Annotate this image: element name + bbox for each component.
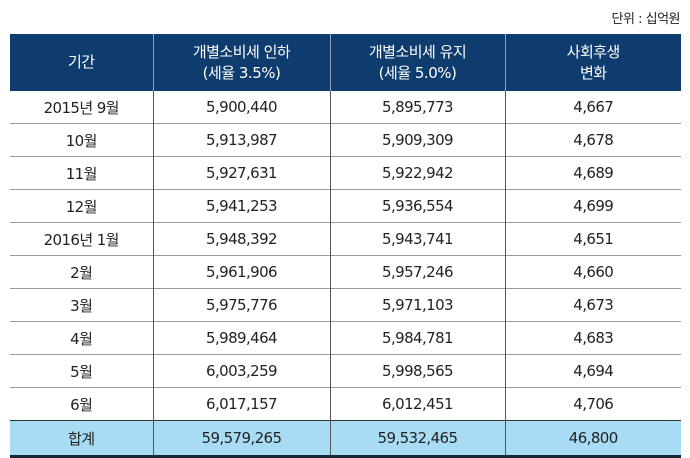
header-subtext: 변화 [579,63,607,82]
total-row: 합계 59,579,265 59,532,465 46,800 [10,420,681,458]
value-cell: 4,660 [504,255,681,289]
value-cell: 4,673 [504,288,681,322]
value-cell: 5,989,464 [152,321,330,355]
value-cell: 4,651 [504,222,681,256]
value-cell: 6,012,451 [329,387,505,421]
value-cell: 4,683 [504,321,681,355]
table-row: 4월 5,989,464 5,984,781 4,683 [10,321,681,355]
value-cell: 5,984,781 [329,321,505,355]
header-text: 개별소비세 인하 [192,42,291,61]
value-cell: 6,003,259 [152,354,330,388]
value-cell: 5,943,741 [329,222,505,256]
value-cell: 6,017,157 [152,387,330,421]
value-cell: 5,975,776 [152,288,330,322]
table-row: 3월 5,975,776 5,971,103 4,673 [10,288,681,322]
value-cell: 5,909,309 [329,123,505,157]
period-cell: 12월 [10,189,153,223]
period-cell: 6월 [10,387,153,421]
total-cell: 46,800 [504,420,681,458]
value-cell: 5,913,987 [152,123,330,157]
value-cell: 5,957,246 [329,255,505,289]
header-tax-cut: 개별소비세 인하 (세율 3.5%) [152,34,330,91]
period-cell: 2월 [10,255,153,289]
value-cell: 4,667 [504,91,681,124]
value-cell: 5,922,942 [329,156,505,190]
total-cell: 59,579,265 [152,420,330,458]
value-cell: 5,971,103 [329,288,505,322]
table-row: 2015년 9월 5,900,440 5,895,773 4,667 [10,91,681,124]
value-cell: 5,936,554 [329,189,505,223]
value-cell: 5,927,631 [152,156,330,190]
period-cell: 4월 [10,321,153,355]
table-row: 12월 5,941,253 5,936,554 4,699 [10,189,681,223]
total-label: 합계 [10,420,153,458]
value-cell: 5,948,392 [152,222,330,256]
period-cell: 3월 [10,288,153,322]
value-cell: 5,998,565 [329,354,505,388]
header-row: 기간 개별소비세 인하 (세율 3.5%) 개별소비세 유지 (세율 5.0%) 사… [10,34,681,91]
total-cell: 59,532,465 [329,420,505,458]
data-table: 기간 개별소비세 인하 (세율 3.5%) 개별소비세 유지 (세율 5.0%) 사… [10,34,681,458]
value-cell: 5,941,253 [152,189,330,223]
table-row: 6월 6,017,157 6,012,451 4,706 [10,387,681,421]
header-subtext: (세율 5.0%) [378,63,457,82]
period-cell: 11월 [10,156,153,190]
period-cell: 5월 [10,354,153,388]
header-period: 기간 [10,34,153,91]
period-cell: 2016년 1월 [10,222,153,256]
header-subtext: (세율 3.5%) [202,63,281,82]
table-row: 2016년 1월 5,948,392 5,943,741 4,651 [10,222,681,256]
table-row: 10월 5,913,987 5,909,309 4,678 [10,123,681,157]
value-cell: 4,689 [504,156,681,190]
header-tax-keep: 개별소비세 유지 (세율 5.0%) [329,34,505,91]
period-cell: 10월 [10,123,153,157]
value-cell: 4,699 [504,189,681,223]
header-text: 사회후생 [566,42,621,61]
value-cell: 5,961,906 [152,255,330,289]
table-row: 2월 5,961,906 5,957,246 4,660 [10,255,681,289]
period-cell: 2015년 9월 [43,98,120,117]
value-cell: 5,900,440 [152,91,330,124]
header-text: 기간 [67,53,95,71]
value-cell: 5,895,773 [329,91,505,124]
unit-label: 단위 : 십억원 [611,12,681,27]
value-cell: 4,706 [504,387,681,421]
table-row: 11월 5,927,631 5,922,942 4,689 [10,156,681,190]
value-cell: 4,694 [504,354,681,388]
value-cell: 4,678 [504,123,681,157]
table-row: 5월 6,003,259 5,998,565 4,694 [10,354,681,388]
header-text: 개별소비세 유지 [368,42,467,61]
